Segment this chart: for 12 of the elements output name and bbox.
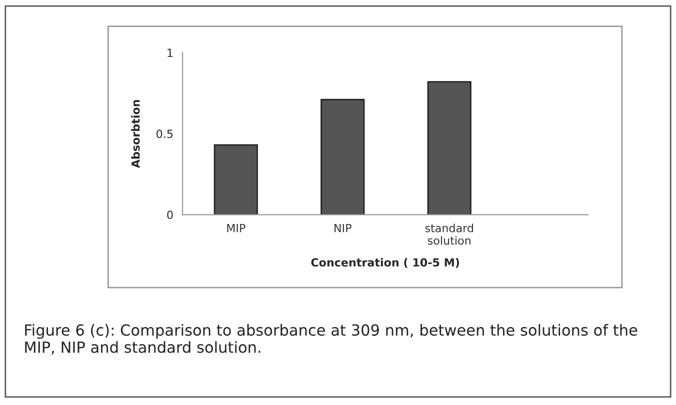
x-axis-title: Concentration ( 10-5 M) (311, 258, 460, 268)
x-tick-label: NIP (334, 224, 352, 232)
y-axis-title: Absorbtion (131, 100, 140, 168)
caption: Figure 6 (c): Comparison to absorbance at 309 nm, between the solutions of the MIP, NIP and standard solution. (25, 324, 638, 354)
bar (214, 144, 258, 215)
x-tick-label: standard solution (425, 224, 473, 245)
y-tick-label: 0.5 (156, 130, 173, 138)
y-tick-label: 0 (167, 210, 173, 220)
bar (320, 98, 365, 215)
bar (427, 81, 472, 215)
y-tick-label: 1 (168, 48, 172, 57)
x-tick-label: MIP (227, 224, 246, 232)
